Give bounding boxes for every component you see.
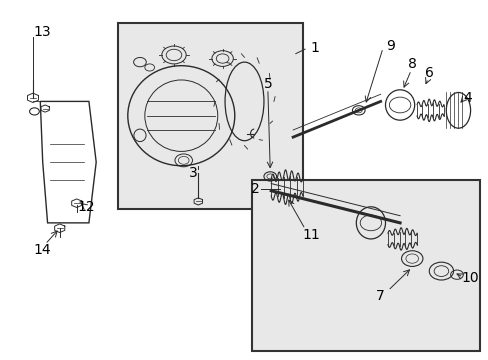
Text: 6: 6 — [424, 66, 433, 80]
Text: 1: 1 — [310, 41, 319, 55]
Text: 3: 3 — [189, 166, 198, 180]
Text: 14: 14 — [34, 243, 51, 257]
Text: 11: 11 — [302, 228, 320, 242]
Text: 2: 2 — [250, 182, 259, 196]
Bar — [118, 23, 302, 208]
Text: 13: 13 — [34, 25, 51, 39]
Text: 9: 9 — [385, 39, 394, 53]
Text: 4: 4 — [463, 91, 471, 105]
Text: 8: 8 — [407, 57, 416, 71]
Text: 5: 5 — [263, 77, 272, 91]
Text: 10: 10 — [461, 271, 478, 285]
Text: 7: 7 — [375, 289, 384, 303]
Text: 12: 12 — [78, 200, 95, 214]
Bar — [251, 180, 479, 351]
